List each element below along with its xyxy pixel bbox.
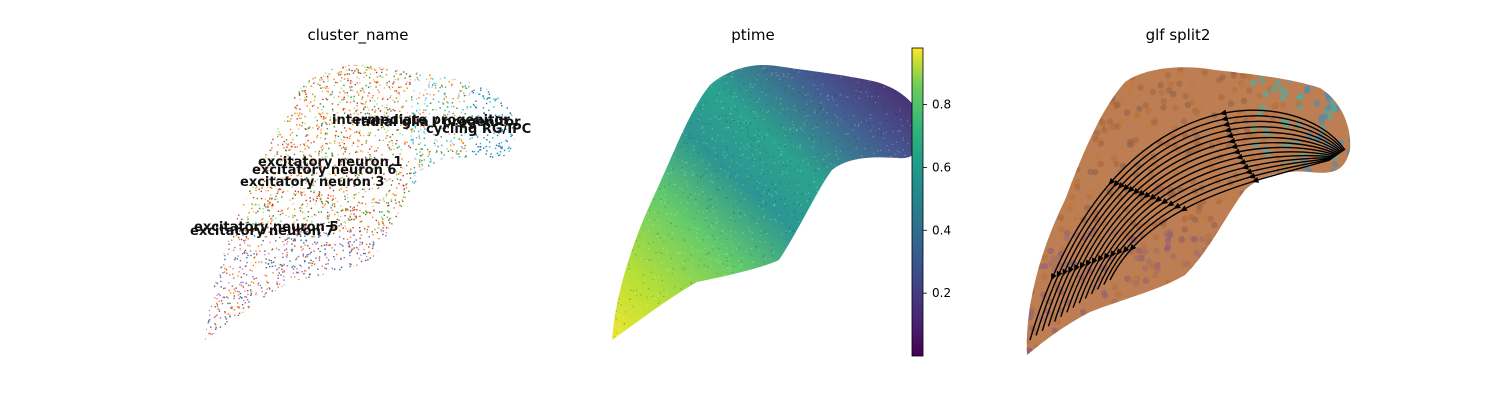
- stream-arrow: [1103, 252, 1110, 261]
- streamline: [1066, 142, 1339, 313]
- streamline: [1035, 115, 1345, 336]
- stream-arrow: [1241, 163, 1249, 170]
- stream-arrow: [1079, 261, 1086, 270]
- stream-arrow: [1117, 181, 1125, 190]
- colorbar-gradient: [911, 47, 924, 357]
- stream-arrow: [1219, 109, 1227, 116]
- stream-arrow: [1113, 179, 1120, 188]
- cluster-label: excitatory neuron 7: [190, 224, 334, 239]
- cluster-label: excitatory neuron 6: [252, 163, 396, 178]
- stream-arrow: [1251, 177, 1260, 183]
- colorbar-tick-label: 0.4: [932, 223, 951, 237]
- ptime-points: [612, 64, 923, 340]
- stream-arrow: [1132, 187, 1140, 195]
- stream-arrow: [1108, 177, 1116, 186]
- streamline: [1047, 126, 1343, 327]
- colorbar-tick-label: 0.8: [932, 98, 951, 112]
- cluster-label: cycling RG/IPC: [426, 122, 531, 137]
- streamlines: [1029, 109, 1346, 341]
- stream-arrow: [1225, 132, 1234, 139]
- cluster-label: intermediate progenitor: [332, 113, 510, 128]
- stream-arrow: [1222, 121, 1230, 128]
- stream-arrow: [1085, 259, 1092, 268]
- cluster-points: [205, 64, 516, 340]
- streamline: [1109, 159, 1331, 281]
- stream-arrow: [1056, 270, 1063, 279]
- stream-arrow: [1247, 172, 1256, 179]
- stream-arrow: [1244, 168, 1253, 175]
- stream-arrow: [1116, 248, 1123, 256]
- panel-title-cluster-name: cluster_name: [307, 26, 408, 45]
- stream-arrow: [1220, 115, 1229, 122]
- stream-arrow: [1166, 200, 1175, 207]
- streamline: [1053, 131, 1341, 322]
- stream-arrow: [1109, 250, 1117, 258]
- streamline: [1072, 146, 1338, 308]
- stream-arrow: [1129, 243, 1137, 252]
- stream-arrow: [1122, 183, 1130, 192]
- glf-split2-panel: glf split2: [1026, 26, 1351, 356]
- panel-title-ptime: ptime: [731, 26, 774, 44]
- streamline: [1090, 156, 1334, 295]
- stream-arrow: [1232, 148, 1241, 155]
- stream-arrow: [1051, 273, 1057, 281]
- stream-arrow: [1235, 153, 1243, 160]
- stream-arrow: [1160, 198, 1169, 205]
- stream-arrow: [1091, 257, 1098, 265]
- stream-arrow: [1227, 137, 1236, 144]
- stream-arrow: [1148, 193, 1157, 201]
- colorbar-tick-label: 0.6: [932, 160, 951, 174]
- stream-arrow: [1238, 158, 1246, 165]
- stream-arrow: [1137, 189, 1146, 197]
- streamline: [1041, 120, 1344, 331]
- stream-arrow: [1179, 205, 1188, 212]
- panel-title-glf-split2: glf split2: [1146, 26, 1211, 44]
- streamline: [1084, 154, 1335, 299]
- cluster-name-panel: cluster_name intermediate progenitorradi…: [190, 26, 531, 340]
- stream-arrow: [1154, 195, 1162, 203]
- ptime-panel: ptime 0.2 0.4 0.6 0.8: [612, 26, 951, 357]
- stream-arrow: [1097, 255, 1104, 263]
- stream-arrow: [1173, 202, 1181, 209]
- stream-arrow: [1143, 191, 1151, 199]
- streamline: [1060, 136, 1340, 318]
- stream-arrow: [1230, 143, 1238, 150]
- cluster-label: radial glia / progenitor: [355, 115, 521, 130]
- cluster-label: excitatory neuron 3: [240, 175, 384, 190]
- streamline: [1078, 151, 1336, 304]
- stream-arrow: [1122, 245, 1130, 254]
- cluster-label: excitatory neuron 1: [258, 155, 402, 170]
- cluster-label: excitatory neuron 5: [194, 220, 338, 235]
- ptime-colorbar: 0.2 0.4 0.6 0.8: [911, 47, 951, 357]
- stream-arrow: [1127, 185, 1135, 193]
- stream-arrow: [1074, 264, 1080, 272]
- stream-arrow: [1223, 126, 1232, 133]
- streamline: [1029, 109, 1346, 341]
- stream-arrow: [1068, 266, 1074, 275]
- colorbar-tick-label: 0.2: [932, 286, 951, 300]
- stream-arrow: [1062, 268, 1069, 277]
